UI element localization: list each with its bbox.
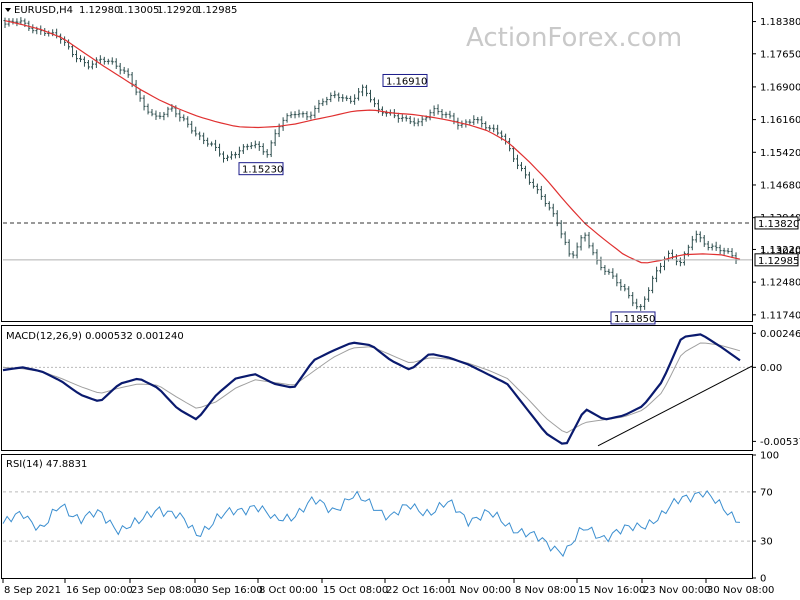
rsi-y-tick-label: 100 (760, 451, 779, 462)
macd-panel (1, 325, 753, 451)
x-axis-tick-label: 30 Sep 16:00 (196, 585, 263, 596)
x-axis-tick-label: 22 Oct 16:00 (386, 585, 451, 596)
x-axis-tick-label: 15 Oct 08:00 (323, 585, 388, 596)
price-panel (1, 2, 753, 322)
x-axis-tick-label: 1 Nov 00:00 (450, 585, 511, 596)
macd-y-tick-label: 0.00 (760, 363, 782, 374)
x-axis-tick-label: 16 Sep 00:00 (66, 585, 133, 596)
x-axis-tick-label: 8 Oct 00:00 (259, 585, 318, 596)
price-y-tick-label: 1.17650 (760, 49, 800, 60)
macd-layer: MACD(12,26,9) 0.000532 0.001240 0.002469 0… (2, 329, 800, 448)
price-annotation-box (610, 311, 656, 325)
x-axis-tick-label: 8 Sep 2021 (4, 585, 61, 596)
price-y-tick-label: 1.15420 (760, 148, 800, 159)
macd-trendline (597, 365, 753, 447)
x-axis-tick-label: 23 Sep 08:00 (131, 585, 198, 596)
rsi-y-tick-label: 30 (760, 537, 773, 548)
candles (3, 17, 738, 311)
price-y-tick-label: 1.16160 (760, 115, 800, 126)
moving-average-line (4, 20, 741, 264)
price-y-tick-label: 1.11740 (760, 310, 800, 321)
macd-main-line (2, 333, 741, 445)
rsi-y-tick-label: 0 (760, 574, 766, 585)
current-price-axis-label: 1.12985 (758, 256, 799, 267)
dashed-level-axis-label: 1.13820 (758, 219, 799, 230)
x-axis-tick-label: 15 Nov 16:00 (578, 585, 645, 596)
price-annotation-box (238, 162, 284, 176)
rsi-line (2, 490, 741, 558)
price-y-tick-label: 1.12480 (760, 278, 800, 289)
price-annotation-box (382, 73, 428, 87)
rsi-title: RSI(14) 47.8831 (6, 459, 87, 470)
ma-axis-label: 1.13040 (760, 246, 800, 257)
macd-y-tick-label: 0.002469 (760, 329, 800, 340)
macd-title: MACD(12,26,9) 0.000532 0.001240 (6, 331, 184, 342)
high-value: 1.13005 (118, 5, 159, 16)
price-y-tick-label: 1.18380 (760, 17, 800, 28)
x-axis-tick-label: 30 Nov 08:00 (707, 585, 774, 596)
x-axis-tick-label: 23 Nov 00:00 (643, 585, 710, 596)
x-axis-tick-label: 8 Nov 08:00 (515, 585, 576, 596)
macd-y-tick-label: -0.005375 (760, 437, 800, 448)
dropdown-triangle-icon[interactable] (5, 8, 11, 12)
price-layer: 1.18380 1.17650 1.16900 1.16160 1.15420 1.146… (3, 17, 800, 325)
price-annotation-label: 1.16910 (386, 76, 427, 87)
price-y-tick-label: 1.16900 (760, 82, 800, 93)
close-value: 1.12985 (196, 5, 237, 16)
price-header: EURUSD,H4 1.12980 1.13005 1.12920 1.1298… (5, 5, 237, 16)
open-value: 1.12980 (79, 5, 120, 16)
rsi-y-tick-label: 70 (760, 487, 773, 498)
rsi-panel (1, 454, 753, 579)
price-y-tick-label: 1.13220 (760, 245, 800, 256)
watermark: ActionForex.com (466, 23, 682, 53)
price-annotation-label: 1.15230 (242, 165, 283, 176)
price-annotation-label: 1.11850 (614, 314, 655, 325)
symbol-label: EURUSD,H4 (14, 5, 73, 16)
current-price-axis-box (754, 253, 799, 267)
low-value: 1.12920 (157, 5, 198, 16)
rsi-layer: RSI(14) 47.8831 100 70 30 0 (2, 451, 779, 585)
dashed-level-axis-box (754, 216, 799, 230)
price-y-tick-label: 1.14680 (760, 180, 800, 191)
